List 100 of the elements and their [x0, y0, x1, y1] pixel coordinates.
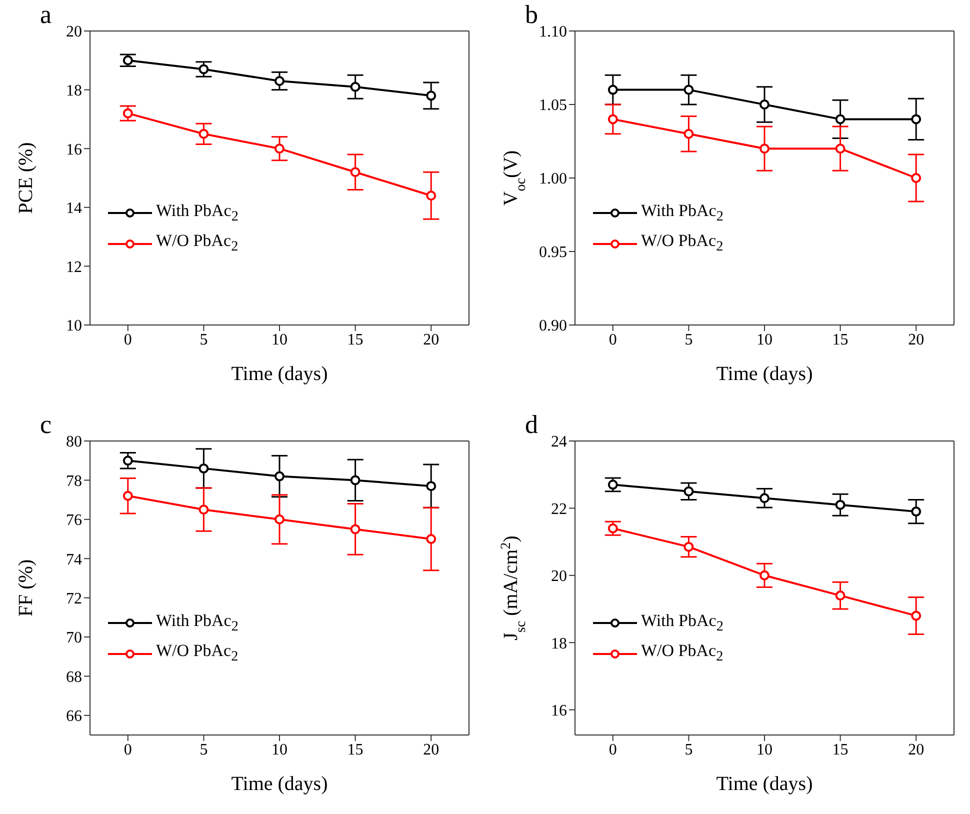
y-tick-label: 22 — [551, 500, 567, 518]
legend-label: W/O PbAc$_{2}$ — [641, 641, 724, 666]
y-tick-label: 18 — [66, 82, 82, 100]
point — [350, 475, 360, 486]
legend-label: With PbAc$_{2}$ — [641, 611, 724, 636]
x-tick-label: 5 — [200, 741, 208, 758]
x-tick-label: 20 — [423, 331, 440, 348]
x-tick-label: 0 — [124, 331, 132, 348]
legend-label: With PbAc$_{2}$ — [641, 201, 724, 226]
legend-label: With PbAc$_{2}$ — [156, 611, 238, 636]
point — [426, 534, 436, 544]
x-tick-label: 10 — [756, 331, 772, 348]
y-tick-label: 70 — [66, 630, 82, 647]
point — [684, 128, 694, 139]
x-axis-title: Time (days) — [231, 773, 328, 795]
y-tick-label: 16 — [66, 141, 82, 158]
point — [198, 128, 209, 139]
y-tick-label: 18 — [551, 635, 567, 652]
point — [350, 82, 360, 92]
point — [608, 114, 618, 124]
y-tick-label: 74 — [66, 551, 82, 568]
y-tick-label: 68 — [66, 668, 82, 686]
point — [274, 144, 284, 154]
point — [426, 190, 436, 201]
x-axis-title: Time (days) — [716, 363, 813, 385]
point — [426, 90, 436, 101]
y-tick-label: 0.90 — [539, 318, 567, 335]
point — [835, 114, 846, 124]
x-tick-label: 10 — [272, 331, 288, 348]
point — [835, 590, 846, 601]
x-axis-title: Time (days) — [231, 363, 328, 385]
x-tick-label: 15 — [347, 331, 364, 348]
chart-title: a — [40, 0, 52, 29]
x-tick-label: 15 — [832, 741, 848, 758]
point — [122, 108, 133, 118]
point — [911, 114, 922, 124]
point — [684, 84, 694, 95]
point — [608, 523, 618, 534]
point — [198, 64, 209, 74]
x-tick-label: 0 — [608, 741, 617, 758]
legend-label: W/O PbAc$_{2}$ — [641, 231, 724, 256]
point — [350, 524, 360, 534]
chart-title: b — [525, 0, 538, 29]
y-tick-label: 14 — [66, 200, 82, 218]
y-tick-label: 78 — [66, 472, 82, 490]
point — [274, 514, 284, 524]
y-tick-label: 66 — [66, 708, 82, 726]
y-tick-label: 24 — [551, 434, 567, 451]
point — [835, 500, 846, 510]
y-tick-label: 20 — [66, 24, 82, 41]
y-tick-label: 80 — [66, 434, 82, 451]
x-tick-label: 0 — [608, 331, 617, 348]
legend-label: W/O PbAc$_{2}$ — [156, 231, 238, 256]
point — [760, 100, 770, 110]
x-tick-label: 5 — [684, 741, 693, 758]
point — [608, 84, 618, 95]
point — [122, 456, 133, 466]
y-tick-label: 76 — [66, 512, 82, 530]
y-tick-label: 16 — [551, 702, 567, 720]
point — [198, 463, 209, 474]
x-tick-label: 0 — [124, 741, 132, 758]
y-tick-label: 12 — [66, 258, 82, 276]
x-tick-label: 20 — [908, 331, 924, 348]
point — [684, 486, 694, 496]
chart-title: c — [40, 410, 52, 439]
point — [911, 610, 922, 621]
x-tick-label: 10 — [756, 741, 772, 758]
y-tick-label: 1.10 — [539, 24, 567, 41]
x-tick-label: 15 — [347, 741, 364, 758]
y-tick-label: 1.05 — [539, 97, 567, 114]
x-tick-label: 20 — [908, 741, 924, 758]
x-tick-label: 10 — [272, 741, 288, 758]
y-axis-title: FF (%) — [15, 559, 37, 617]
x-tick-label: 15 — [832, 331, 848, 348]
y-tick-label: 1.00 — [539, 170, 567, 188]
point — [274, 76, 284, 86]
point — [911, 506, 922, 517]
point — [835, 144, 846, 154]
point — [760, 144, 770, 154]
chart-title: d — [525, 410, 538, 439]
y-tick-label: 20 — [551, 568, 567, 586]
x-tick-label: 20 — [423, 741, 440, 758]
point — [350, 167, 360, 178]
point — [426, 481, 436, 492]
point — [198, 504, 209, 515]
x-tick-label: 5 — [200, 331, 208, 348]
point — [608, 480, 618, 490]
point — [684, 542, 694, 552]
point — [760, 493, 770, 504]
point — [122, 490, 133, 501]
y-tick-label: 0.95 — [539, 244, 567, 262]
point — [760, 570, 770, 580]
legend-label: With PbAc$_{2}$ — [156, 201, 238, 226]
x-axis-title: Time (days) — [716, 773, 813, 795]
y-tick-label: 10 — [66, 318, 82, 335]
y-axis-title: PCE (%) — [15, 142, 37, 214]
y-tick-label: 72 — [66, 590, 82, 608]
x-tick-label: 5 — [684, 331, 693, 348]
point — [274, 471, 284, 482]
point — [911, 173, 922, 183]
